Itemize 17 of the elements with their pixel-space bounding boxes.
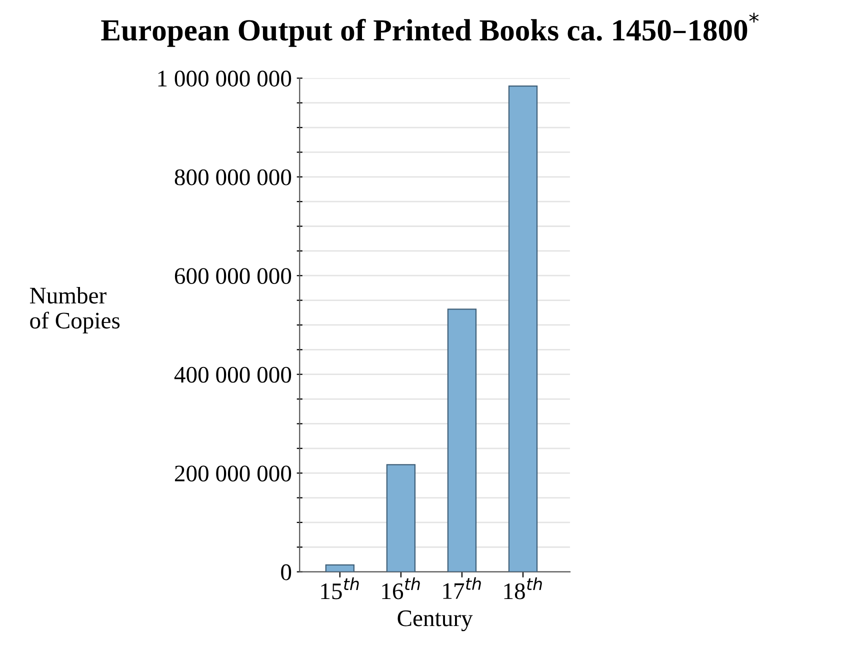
x-tick-label: 17$^{th}$: [443, 577, 481, 599]
chart-title: European Output of Printed Books ca. 1450–1800$^{*}$: [101, 12, 759, 47]
y-tick-label: 0: [281, 564, 292, 580]
y-tick-label: 600 000 000: [174, 268, 292, 284]
bar: [508, 86, 538, 572]
bar: [325, 564, 354, 572]
y-axis-title: Number of Copies: [30, 286, 120, 334]
bar: [386, 464, 416, 572]
y-tick-label: 200 000 000: [174, 466, 292, 482]
y-tick-label: 400 000 000: [174, 366, 292, 383]
bar: [447, 308, 477, 572]
x-tick-label: 16$^{th}$: [382, 577, 420, 600]
y-tick-label: 800 000 000: [174, 169, 292, 186]
x-tick-label: 18$^{th}$: [504, 577, 542, 600]
x-axis-title: Century: [398, 610, 473, 632]
y-tick-label: 1 000 000 000: [158, 70, 292, 87]
x-tick-label: 15$^{th}$: [321, 577, 359, 600]
